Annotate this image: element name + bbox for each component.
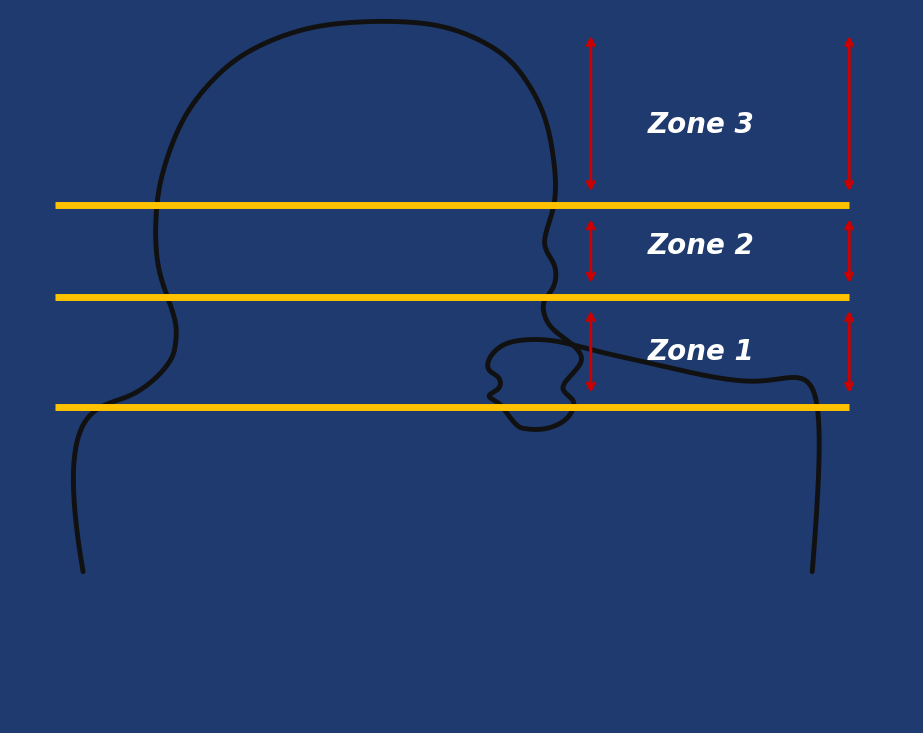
- Text: Zone 1: Zone 1: [648, 338, 755, 366]
- Polygon shape: [73, 21, 820, 572]
- Text: Zone 3: Zone 3: [648, 111, 755, 139]
- Text: Zone 2: Zone 2: [648, 232, 755, 259]
